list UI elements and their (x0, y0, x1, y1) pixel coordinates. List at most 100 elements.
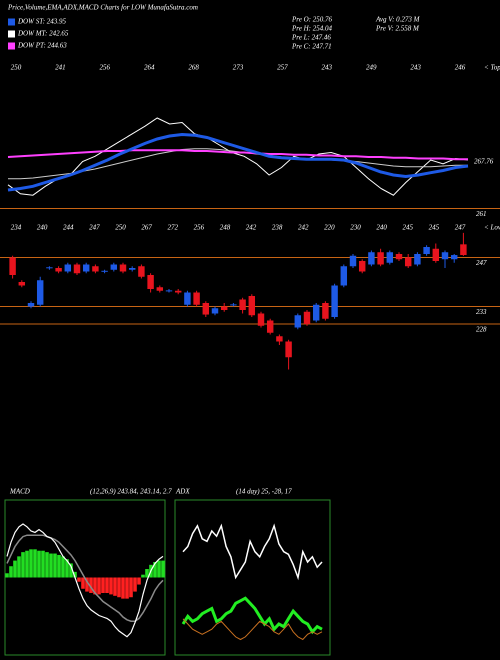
candle-body (73, 264, 81, 274)
histogram-bar (153, 562, 157, 578)
chart-title: Price,Volume,EMA,ADX,MACD Charts for LOW… (7, 4, 198, 12)
extreme-label: 246 (455, 64, 466, 72)
level-label: 228 (476, 326, 487, 334)
candle-body (138, 266, 145, 277)
histogram-bar (41, 550, 45, 578)
panel-border (174, 499, 331, 656)
extreme-label: 245 (403, 224, 414, 232)
extreme-label: 230 (350, 224, 361, 232)
histogram-bar (117, 577, 121, 598)
candle-body (377, 252, 384, 265)
panel-subtitle: (12,26,9) 243.84, 243.14, 2.7 (90, 488, 172, 496)
candle-body (202, 303, 210, 315)
histogram-bar (37, 550, 41, 578)
histogram-bar (5, 573, 9, 578)
histogram-bar (53, 553, 57, 578)
histogram-bar (137, 577, 141, 585)
extreme-label: 250 (11, 64, 22, 72)
extreme-label: 245 (429, 224, 440, 232)
candle-body (285, 341, 292, 358)
candle-body (386, 252, 394, 263)
extreme-label: 243 (410, 64, 421, 72)
histogram-bar (93, 577, 97, 595)
candle-body (119, 264, 127, 272)
histogram-bar (129, 577, 133, 598)
histogram-bar (141, 574, 145, 578)
candle-body (248, 296, 256, 316)
candle-body (101, 270, 108, 272)
stat-label: Pre H: 254.04 (291, 25, 332, 33)
extreme-label: 240 (37, 224, 48, 232)
adx-line (182, 523, 323, 581)
histogram-bar (57, 554, 61, 578)
candle-body (230, 304, 237, 306)
candle-body (441, 252, 449, 260)
candle-body (423, 247, 430, 254)
legend-swatch (8, 18, 15, 26)
candle-body (239, 299, 246, 310)
extreme-label: 247 (89, 224, 100, 232)
histogram-bar (105, 577, 109, 593)
candle-body (331, 285, 338, 317)
stat-label: Avg V: 0.273 M (375, 16, 421, 24)
level-label: 261 (476, 210, 487, 218)
candle-body (276, 336, 283, 342)
candle-body (92, 266, 99, 272)
extreme-label: 220 (324, 224, 335, 232)
candle-body (55, 268, 62, 272)
candle-body (257, 313, 265, 326)
extreme-label: 257 (277, 64, 288, 72)
candle-body (110, 264, 118, 270)
legend-swatch (8, 30, 15, 38)
candle-body (128, 268, 136, 270)
level-label: 233 (476, 308, 487, 316)
stat-label: Pre L: 247.46 (291, 34, 331, 42)
histogram-bar (89, 577, 93, 593)
extreme-label: 264 (144, 64, 155, 72)
histogram-bar (145, 569, 149, 578)
histogram-bar (61, 556, 65, 578)
histogram-bar (157, 560, 161, 578)
candle-body (414, 254, 421, 265)
candle-body (220, 306, 228, 310)
extreme-label: 273 (233, 64, 244, 72)
candle-body (294, 315, 302, 328)
histogram-bar (25, 550, 29, 578)
histogram-bar (85, 577, 89, 592)
legend-label: DOW MT: 242.65 (17, 30, 69, 38)
candle-body (46, 267, 53, 269)
candle-body (368, 252, 375, 265)
extreme-label: 268 (188, 64, 199, 72)
candle-body (312, 304, 320, 321)
histogram-bar (161, 560, 165, 578)
histogram-bar (97, 577, 101, 595)
extreme-label: 242 (246, 224, 257, 232)
histogram-bar (125, 577, 129, 599)
histogram-bar (29, 549, 33, 578)
candle-body (303, 311, 311, 324)
candle-body (211, 308, 219, 314)
candle-body (432, 248, 440, 261)
histogram-bar (133, 577, 137, 592)
legend-label: DOW ST: 243.95 (17, 18, 67, 26)
legend-label: DOW PT: 244.63 (17, 42, 67, 50)
histogram-bar (49, 553, 53, 578)
extreme-label: 242 (298, 224, 309, 232)
line-series (7, 117, 469, 196)
level-label: 247 (476, 259, 487, 267)
candle-body (165, 290, 173, 292)
candle-body (147, 275, 154, 289)
candle-body (450, 255, 458, 260)
candle-body (82, 264, 90, 272)
candle-body (156, 287, 164, 291)
candle-body (395, 254, 403, 260)
histogram-bar (101, 577, 105, 593)
histogram-bar (9, 566, 13, 578)
extreme-label: 238 (272, 224, 283, 232)
histogram-bar (121, 577, 125, 599)
stat-label: Pre C: 247.71 (291, 43, 332, 51)
histogram-bar (17, 556, 21, 578)
panel-title: MACD (9, 488, 30, 496)
candle-body (322, 303, 329, 319)
